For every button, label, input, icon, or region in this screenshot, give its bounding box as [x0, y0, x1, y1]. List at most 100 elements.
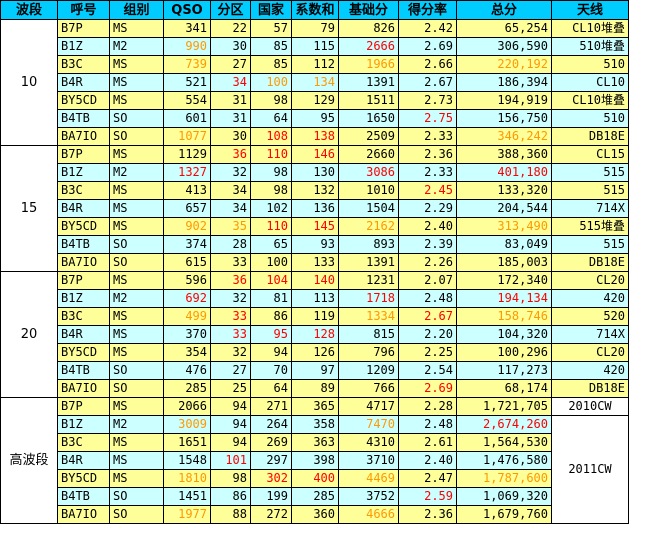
country-cell: 95 [250, 325, 292, 344]
score-rate-cell: 2.75 [398, 109, 457, 128]
multiplier-cell: 130 [291, 163, 339, 182]
band-cell: 高波段 [0, 397, 58, 524]
country-cell: 81 [250, 289, 292, 308]
score-rate-cell: 2.29 [398, 199, 457, 218]
antenna-cell: 515 [551, 235, 629, 254]
total-cell: 133,320 [456, 181, 552, 200]
country-cell: 104 [250, 271, 292, 290]
category-cell: M2 [109, 163, 164, 182]
base-score-cell: 796 [338, 343, 399, 362]
total-cell: 346,242 [456, 127, 552, 146]
qso-cell: 370 [163, 325, 211, 344]
table-row: B4R MS 1548 101 297 398 3710 2.40 1,476,580 [1, 451, 629, 470]
score-rate-cell: 2.67 [398, 73, 457, 92]
total-cell: 388,360 [456, 145, 552, 164]
header-band: 波段 [0, 0, 58, 20]
multiplier-cell: 113 [291, 289, 339, 308]
zone-cell: 28 [210, 235, 251, 254]
score-rate-cell: 2.45 [398, 181, 457, 200]
total-cell: 1,787,600 [456, 469, 552, 488]
score-rate-cell: 2.47 [398, 469, 457, 488]
antenna-cell: DB18E [551, 253, 629, 272]
antenna-cell: DB18E [551, 379, 629, 398]
multiplier-cell: 79 [291, 19, 339, 38]
score-rate-cell: 2.33 [398, 127, 457, 146]
multiplier-cell: 112 [291, 55, 339, 74]
base-score-cell: 4469 [338, 469, 399, 488]
table-row: B4R MS 521 34 100 134 1391 2.67 186,394 CL10 [1, 73, 629, 92]
zone-cell: 33 [210, 307, 251, 326]
score-rate-cell: 2.42 [398, 19, 457, 38]
qso-cell: 354 [163, 343, 211, 362]
score-rate-cell: 2.66 [398, 55, 457, 74]
base-score-cell: 1391 [338, 253, 399, 272]
total-cell: 306,590 [456, 37, 552, 56]
antenna-cell: CL10堆叠 [551, 19, 629, 38]
zone-cell: 32 [210, 343, 251, 362]
header-category: 组别 [109, 0, 164, 20]
qso-cell: 476 [163, 361, 211, 380]
multiplier-cell: 132 [291, 181, 339, 200]
zone-cell: 98 [210, 469, 251, 488]
zone-cell: 34 [210, 181, 251, 200]
base-score-cell: 1650 [338, 109, 399, 128]
header-antenna: 天线 [551, 0, 629, 20]
multiplier-cell: 97 [291, 361, 339, 380]
header-score-rate: 得分率 [398, 0, 457, 20]
base-score-cell: 3752 [338, 487, 399, 506]
country-cell: 110 [250, 145, 292, 164]
callsign-cell: B4TB [57, 109, 110, 128]
category-cell: MS [109, 217, 164, 236]
header-base-score: 基础分 [338, 0, 399, 20]
country-cell: 86 [250, 307, 292, 326]
multiplier-cell: 145 [291, 217, 339, 236]
qso-cell: 601 [163, 109, 211, 128]
multiplier-cell: 365 [291, 397, 339, 416]
category-cell: MS [109, 469, 164, 488]
table-row: B1Z M2 3009 94 264 358 7470 2.48 2,674,260 2011CW [1, 415, 629, 524]
antenna-cell: 520 [551, 307, 629, 326]
base-score-cell: 1209 [338, 361, 399, 380]
table-row: B3C MS 1651 94 269 363 4310 2.61 1,564,530 [1, 433, 629, 452]
table-row: B4TB SO 476 27 70 97 1209 2.54 117,273 420 [1, 361, 629, 380]
antenna-cell: 515 [551, 181, 629, 200]
total-cell: 2,674,260 [456, 415, 552, 434]
category-cell: SO [109, 379, 164, 398]
qso-cell: 1977 [163, 505, 211, 524]
table-row: B3C MS 413 34 98 132 1010 2.45 133,320 515 [1, 181, 629, 200]
table-row: BA7IO SO 1077 30 108 138 2509 2.33 346,242 DB18E [1, 127, 629, 146]
category-cell: SO [109, 505, 164, 524]
country-cell: 64 [250, 379, 292, 398]
country-cell: 264 [250, 415, 292, 434]
total-cell: 100,296 [456, 343, 552, 362]
base-score-cell: 1334 [338, 307, 399, 326]
category-cell: MS [109, 181, 164, 200]
country-cell: 65 [250, 235, 292, 254]
zone-cell: 88 [210, 505, 251, 524]
total-cell: 185,003 [456, 253, 552, 272]
country-cell: 98 [250, 181, 292, 200]
country-cell: 85 [250, 55, 292, 74]
qso-cell: 341 [163, 19, 211, 38]
header-country: 国家 [250, 0, 292, 20]
category-cell: SO [109, 235, 164, 254]
qso-cell: 1129 [163, 145, 211, 164]
table-row: B1Z M2 1327 32 98 130 3086 2.33 401,180 515 [1, 163, 629, 182]
antenna-cell: 510堆叠 [551, 37, 629, 56]
category-cell: MS [109, 307, 164, 326]
table-row: B4TB SO 1451 86 199 285 3752 2.59 1,069,320 [1, 487, 629, 506]
total-cell: 65,254 [456, 19, 552, 38]
score-rate-cell: 2.40 [398, 451, 457, 470]
zone-cell: 31 [210, 91, 251, 110]
qso-cell: 615 [163, 253, 211, 272]
country-cell: 269 [250, 433, 292, 452]
category-cell: M2 [109, 37, 164, 56]
qso-cell: 1810 [163, 469, 211, 488]
qso-cell: 374 [163, 235, 211, 254]
base-score-cell: 826 [338, 19, 399, 38]
table-row: BY5CD MS 554 31 98 129 1511 2.73 194,919 CL10堆叠 [1, 91, 629, 110]
total-cell: 1,069,320 [456, 487, 552, 506]
zone-cell: 27 [210, 55, 251, 74]
category-cell: MS [109, 55, 164, 74]
table-row: 20 B7P MS 596 36 104 140 1231 2.07 172,340 CL20 [0, 271, 629, 398]
